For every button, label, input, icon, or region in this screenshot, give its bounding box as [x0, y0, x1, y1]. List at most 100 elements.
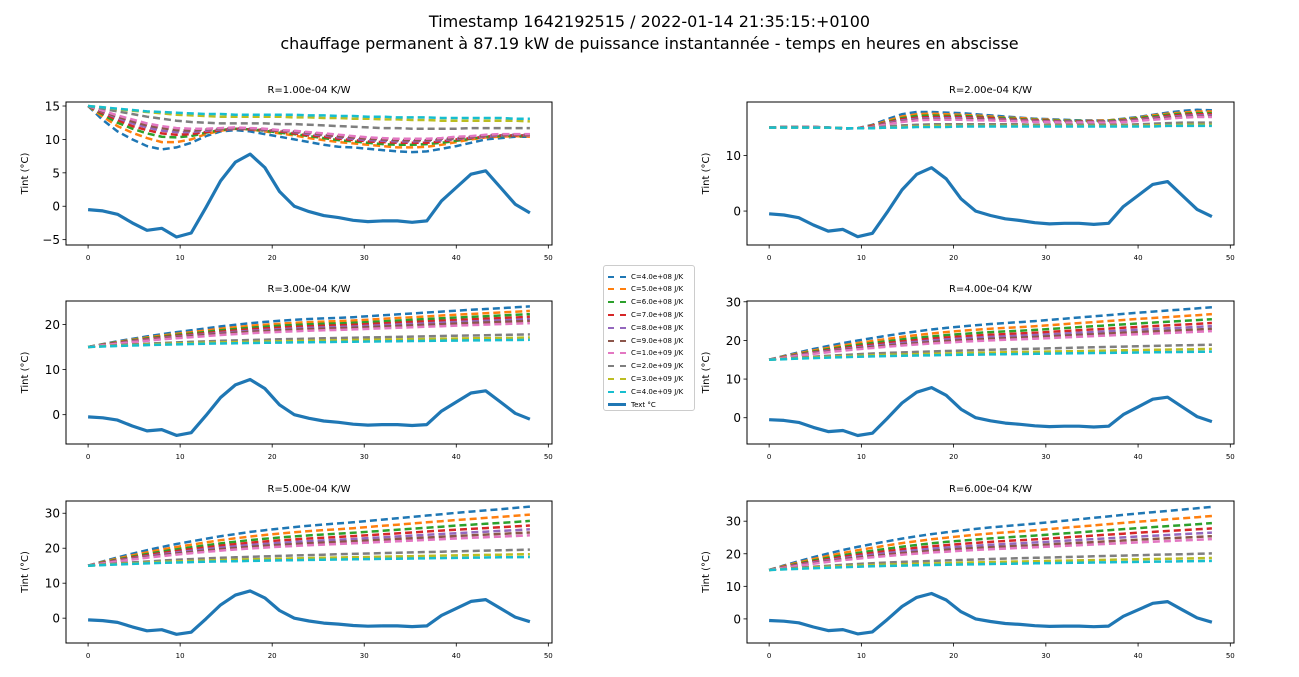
- y-tick-label: 30: [726, 295, 741, 309]
- series-line: [87, 104, 530, 147]
- chart-panel: R=5.00e-04 K/W Tint (°C) 0 10 20 30 40 50 0 10 20 3…: [20, 484, 553, 660]
- series-line: [769, 121, 1212, 130]
- chart-panel: R=6.00e-04 K/W Tint (°C) 0 10 20 30 40 50 0 10 20 3…: [701, 484, 1235, 660]
- legend-item: C=4.0e+09 J/K: [608, 386, 683, 397]
- x-tick-label: 40: [1134, 453, 1143, 461]
- y-tick-label: 0: [733, 411, 741, 425]
- y-tick-label: 10: [45, 577, 60, 591]
- legend-label: C=4.0e+08 J/K: [631, 272, 684, 281]
- legend-swatch: [608, 390, 626, 393]
- x-tick-label: 30: [1041, 254, 1050, 262]
- x-tick-label: 10: [857, 453, 866, 461]
- legend-swatch: [608, 403, 626, 406]
- text-series-line: [769, 591, 1213, 636]
- y-tick-label: 0: [52, 612, 60, 626]
- series-line: [87, 319, 530, 349]
- x-tick-label: 0: [767, 453, 771, 461]
- x-tick-label: 20: [949, 652, 958, 660]
- series-line: [768, 317, 1212, 361]
- series-line: [87, 309, 530, 349]
- text-series-line: [88, 377, 531, 437]
- y-tick-label: 20: [726, 334, 741, 348]
- legend-swatch: [608, 365, 626, 368]
- series-line: [87, 528, 530, 567]
- y-tick-label: 10: [726, 580, 741, 594]
- x-tick-label: 0: [767, 652, 771, 660]
- series-line: [768, 537, 1212, 572]
- series-line: [769, 350, 1212, 361]
- legend-swatch: [608, 352, 626, 355]
- chart-panel: R=4.00e-04 K/W Tint (°C) 0 10 20 30 40 50 0 10 20 3…: [701, 284, 1235, 461]
- series-line: [768, 534, 1212, 572]
- y-tick-label: 30: [726, 515, 741, 529]
- y-axis-label: Tint (°C): [20, 352, 31, 395]
- series-line: [87, 104, 530, 120]
- legend-item: C=5.0e+08 J/K: [608, 284, 683, 295]
- series-line: [768, 312, 1212, 361]
- y-axis-label: Tint (°C): [701, 551, 712, 594]
- y-axis-label: Tint (°C): [701, 352, 712, 395]
- series-line: [87, 315, 530, 349]
- series-line: [87, 519, 530, 567]
- panel-title: R=3.00e-04 K/W: [267, 284, 350, 295]
- x-tick-label: 20: [949, 453, 958, 461]
- series-line: [768, 531, 1212, 572]
- legend-label: C=9.0e+08 J/K: [631, 336, 684, 345]
- series-line: [88, 333, 530, 349]
- series-line: [768, 327, 1212, 361]
- legend-swatch: [608, 377, 626, 380]
- series-line: [87, 104, 530, 130]
- series-line: [87, 534, 530, 567]
- series-line: [87, 531, 530, 567]
- y-tick-label: 10: [726, 373, 741, 387]
- x-tick-label: 10: [176, 453, 185, 461]
- legend-swatch: [608, 326, 626, 329]
- legend-label: Text °C: [631, 400, 656, 409]
- legend-label: C=6.0e+08 J/K: [631, 298, 684, 307]
- legend-swatch: [608, 301, 626, 304]
- series-line: [769, 115, 1212, 130]
- series-line: [768, 521, 1212, 572]
- x-tick-label: 20: [268, 652, 277, 660]
- text-series-line: [88, 589, 531, 636]
- y-tick-label: 20: [726, 547, 741, 561]
- x-tick-label: 50: [544, 453, 553, 461]
- y-tick-label: 15: [45, 100, 60, 114]
- chart-panel: R=2.00e-04 K/W Tint (°C) 0 10 20 30 40 50 0 10: [701, 85, 1235, 262]
- panel-title: R=2.00e-04 K/W: [949, 85, 1032, 96]
- x-tick-label: 0: [86, 254, 90, 262]
- x-tick-label: 0: [86, 652, 90, 660]
- legend-label: C=2.0e+09 J/K: [631, 362, 684, 371]
- x-tick-label: 30: [360, 254, 369, 262]
- y-tick-label: 30: [45, 507, 60, 521]
- series-line: [768, 321, 1212, 361]
- series-line: [768, 305, 1213, 361]
- legend-label: C=7.0e+08 J/K: [631, 310, 684, 319]
- x-tick-label: 40: [452, 652, 461, 660]
- y-tick-label: 20: [45, 542, 60, 556]
- y-tick-label: 5: [52, 166, 60, 180]
- legend-item: C=2.0e+09 J/K: [608, 361, 683, 372]
- legend-item: C=6.0e+08 J/K: [608, 297, 683, 308]
- series-line: [88, 336, 530, 349]
- plot-frame: [746, 300, 1235, 445]
- series-line: [88, 338, 530, 349]
- x-tick-label: 20: [268, 453, 277, 461]
- legend-swatch: [608, 288, 626, 291]
- x-tick-label: 50: [1226, 254, 1235, 262]
- series-line: [87, 312, 530, 349]
- series-line: [768, 505, 1213, 572]
- panel-title: R=6.00e-04 K/W: [949, 484, 1032, 495]
- x-tick-label: 30: [1041, 652, 1050, 660]
- y-tick-label: 0: [733, 612, 741, 626]
- series-line: [87, 104, 530, 143]
- plot-frame: [746, 500, 1235, 644]
- text-series-line: [768, 166, 1213, 239]
- series-line: [87, 104, 530, 141]
- figure-title: Timestamp 1642192515 / 2022-01-14 21:35:…: [428, 12, 871, 31]
- x-tick-label: 30: [360, 652, 369, 660]
- series-line: [87, 104, 530, 123]
- y-axis-label: Tint (°C): [701, 153, 712, 196]
- series-line: [768, 329, 1212, 361]
